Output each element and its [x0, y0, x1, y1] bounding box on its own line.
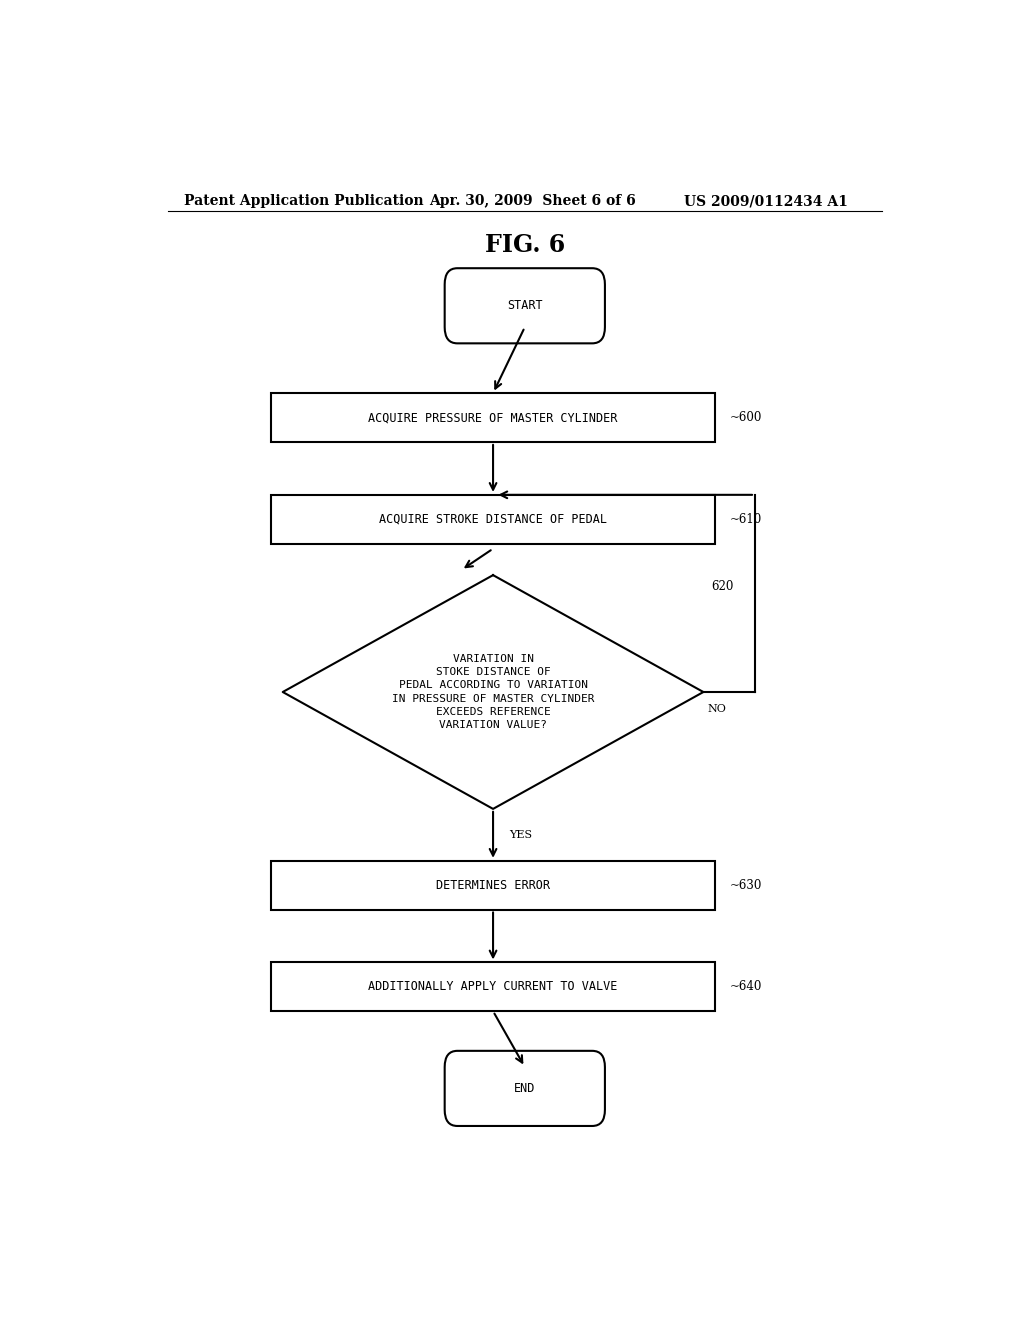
FancyBboxPatch shape	[444, 268, 605, 343]
Bar	[270, 393, 715, 442]
Text: ADDITIONALLY APPLY CURRENT TO VALVE: ADDITIONALLY APPLY CURRENT TO VALVE	[369, 981, 617, 993]
Text: START: START	[507, 300, 543, 313]
Text: END: END	[514, 1082, 536, 1094]
Bar	[270, 861, 715, 909]
Text: 620: 620	[712, 581, 733, 593]
Text: ACQUIRE PRESSURE OF MASTER CYLINDER: ACQUIRE PRESSURE OF MASTER CYLINDER	[369, 411, 617, 424]
Text: DETERMINES ERROR: DETERMINES ERROR	[436, 879, 550, 891]
Text: US 2009/0112434 A1: US 2009/0112434 A1	[684, 194, 848, 209]
FancyBboxPatch shape	[444, 1051, 605, 1126]
Bar	[270, 962, 715, 1011]
Text: ~630: ~630	[729, 879, 762, 891]
Text: FIG. 6: FIG. 6	[484, 232, 565, 257]
Text: Apr. 30, 2009  Sheet 6 of 6: Apr. 30, 2009 Sheet 6 of 6	[430, 194, 636, 209]
Bar	[270, 495, 715, 544]
Text: YES: YES	[509, 830, 532, 840]
Text: ~610: ~610	[729, 512, 762, 525]
Text: Patent Application Publication: Patent Application Publication	[183, 194, 423, 209]
Text: ~600: ~600	[729, 411, 762, 424]
Text: ACQUIRE STROKE DISTANCE OF PEDAL: ACQUIRE STROKE DISTANCE OF PEDAL	[379, 512, 607, 525]
Text: NO: NO	[708, 704, 726, 714]
Polygon shape	[283, 576, 703, 809]
Text: ~640: ~640	[729, 981, 762, 993]
Text: VARIATION IN
STOKE DISTANCE OF
PEDAL ACCORDING TO VARIATION
IN PRESSURE OF MASTE: VARIATION IN STOKE DISTANCE OF PEDAL ACC…	[392, 653, 594, 730]
